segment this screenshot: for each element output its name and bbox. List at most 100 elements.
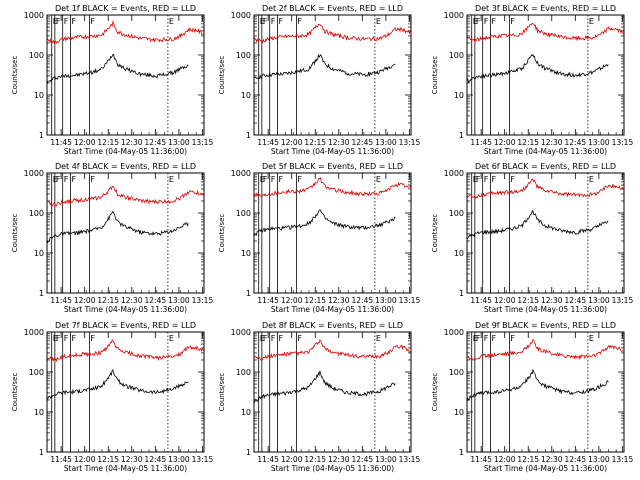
event-marker-label: F xyxy=(271,17,276,26)
event-marker-label: F xyxy=(90,175,95,184)
event-marker-label: F xyxy=(510,175,515,184)
x-tick-label: 12:15 xyxy=(304,455,326,464)
x-tick-label: 11:45 xyxy=(470,296,492,305)
x-tick-label: 12:45 xyxy=(352,138,374,147)
y-tick-label: 10 xyxy=(454,408,464,417)
y-axis-label: Counts/sec xyxy=(431,214,439,253)
x-tick-label: 11:45 xyxy=(470,138,492,147)
y-tick-label: 100 xyxy=(449,51,464,60)
event-marker-label: F xyxy=(279,334,284,343)
panel-title: Det 8f BLACK = Events, RED = LLD xyxy=(262,321,403,330)
event-marker-label: F xyxy=(297,175,302,184)
events-series-line xyxy=(253,209,396,236)
x-tick-label: 12:45 xyxy=(565,138,587,147)
x-tick-label: 12:00 xyxy=(74,455,96,464)
event-marker-label: F xyxy=(64,334,69,343)
y-tick-label: 100 xyxy=(236,51,251,60)
x-tick-label: 13:15 xyxy=(399,138,421,147)
y-tick-label: 1000 xyxy=(231,11,251,20)
x-tick-label: 13:00 xyxy=(375,138,397,147)
event-marker-label: F xyxy=(297,17,302,26)
event-marker-label: E xyxy=(376,17,381,26)
event-marker-label: E xyxy=(589,17,594,26)
x-tick-label: 11:45 xyxy=(470,455,492,464)
panel-4: Det 4f BLACK = Events, RED = LLD 1 10 100 10… xyxy=(11,162,213,314)
y-axis-label: Counts/sec xyxy=(11,373,19,412)
x-tick-label: 13:00 xyxy=(588,296,610,305)
lld-series-line xyxy=(466,23,625,44)
x-tick-label: 12:15 xyxy=(97,455,119,464)
events-series-line xyxy=(466,368,609,402)
event-marker-label: F xyxy=(72,17,77,26)
event-marker-label: F xyxy=(64,17,69,26)
x-tick-label: 13:15 xyxy=(612,455,634,464)
x-tick-label: 13:15 xyxy=(399,296,421,305)
y-tick-label: 1 xyxy=(459,289,464,298)
events-series-line xyxy=(466,210,609,240)
x-tick-label: 12:00 xyxy=(74,138,96,147)
x-tick-label: 12:45 xyxy=(145,455,167,464)
y-tick-label: 1 xyxy=(459,448,464,457)
x-tick-label: 12:15 xyxy=(517,455,539,464)
panel-7: Det 7f BLACK = Events, RED = LLD 1 10 100 10… xyxy=(11,321,213,473)
x-tick-label: 12:00 xyxy=(281,455,303,464)
panel-5: Det 5f BLACK = Events, RED = LLD 1 10 100 10… xyxy=(218,162,420,314)
event-marker-label: F xyxy=(72,334,77,343)
y-tick-label: 1000 xyxy=(444,169,464,178)
lld-series-line xyxy=(46,339,205,363)
x-tick-label: 12:30 xyxy=(121,455,143,464)
x-tick-label: 11:45 xyxy=(257,138,279,147)
event-marker-label: E xyxy=(169,334,174,343)
panel-title: Det 5f BLACK = Events, RED = LLD xyxy=(262,162,403,171)
y-tick-label: 100 xyxy=(29,51,44,60)
x-tick-label: 13:15 xyxy=(612,296,634,305)
event-marker-label: F xyxy=(90,17,95,26)
lld-series-line xyxy=(47,185,205,207)
event-marker-label: F xyxy=(263,175,268,184)
y-tick-label: 1 xyxy=(246,289,251,298)
panel-6: Det 6f BLACK = Events, RED = LLD 1 10 100 10… xyxy=(431,162,633,314)
y-tick-label: 1 xyxy=(39,448,44,457)
event-marker-label: F xyxy=(90,334,95,343)
x-tick-label: 11:45 xyxy=(257,296,279,305)
x-tick-label: 12:45 xyxy=(565,455,587,464)
event-marker-label: F xyxy=(484,334,489,343)
panel-3: Det 3f BLACK = Events, RED = LLD 1 10 100 10… xyxy=(431,4,633,156)
lld-series-line xyxy=(466,339,625,361)
y-tick-label: 1000 xyxy=(444,11,464,20)
x-tick-label: 13:15 xyxy=(192,455,214,464)
event-marker-label: F xyxy=(279,175,284,184)
x-tick-label: 13:00 xyxy=(375,455,397,464)
event-marker-label: F xyxy=(492,334,497,343)
y-tick-label: 10 xyxy=(241,91,251,100)
x-tick-label: 11:45 xyxy=(50,455,72,464)
event-marker-label: F xyxy=(492,175,497,184)
event-marker-label: E xyxy=(169,175,174,184)
event-marker-label: F xyxy=(510,334,515,343)
event-marker-label: F xyxy=(56,17,61,26)
panel-title: Det 2f BLACK = Events, RED = LLD xyxy=(262,4,403,13)
x-tick-label: 13:00 xyxy=(168,455,190,464)
lld-series-line xyxy=(253,24,412,44)
event-marker-label: F xyxy=(279,17,284,26)
events-series-line xyxy=(46,210,189,244)
x-tick-label: 12:15 xyxy=(304,138,326,147)
event-marker-label: F xyxy=(492,17,497,26)
events-series-line xyxy=(253,53,396,80)
y-axis-label: Counts/sec xyxy=(11,56,19,95)
x-tick-label: 12:45 xyxy=(145,138,167,147)
x-axis-label: Start Time (04-May-05 11:36:00) xyxy=(271,464,394,473)
x-axis-label: Start Time (04-May-05 11:36:00) xyxy=(271,147,394,156)
x-tick-label: 12:30 xyxy=(541,296,563,305)
y-tick-label: 1000 xyxy=(24,11,44,20)
y-tick-label: 1 xyxy=(39,131,44,140)
x-tick-label: 13:15 xyxy=(399,455,421,464)
x-tick-label: 13:15 xyxy=(612,138,634,147)
y-axis-label: Counts/sec xyxy=(218,56,226,95)
x-tick-label: 12:00 xyxy=(494,455,516,464)
event-marker-label: F xyxy=(263,17,268,26)
y-tick-label: 1 xyxy=(246,448,251,457)
x-tick-label: 12:15 xyxy=(97,296,119,305)
x-axis-label: Start Time (04-May-05 11:36:00) xyxy=(64,464,187,473)
